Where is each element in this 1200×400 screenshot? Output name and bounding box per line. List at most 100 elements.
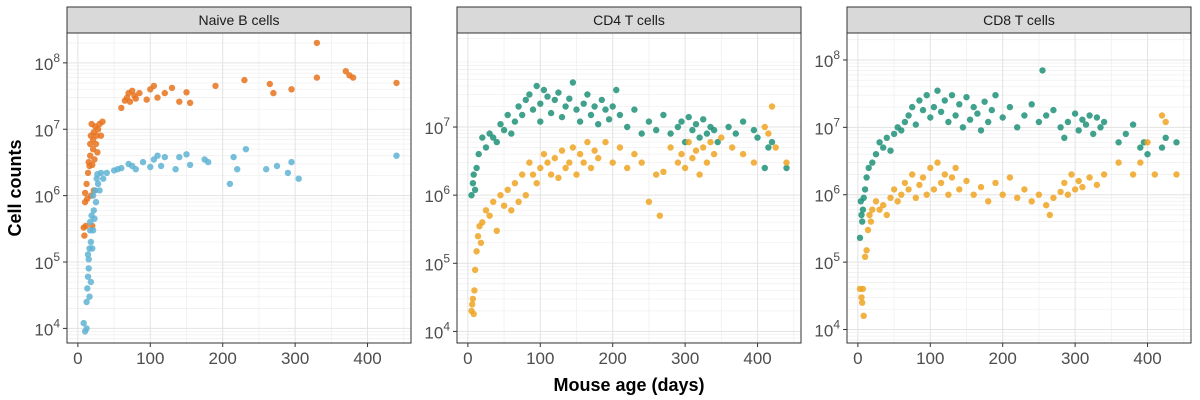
data-point [638, 159, 645, 166]
data-point [707, 138, 714, 146]
data-point [493, 227, 500, 234]
data-point [90, 207, 98, 214]
data-point [85, 265, 92, 272]
data-point [234, 166, 241, 173]
data-point [866, 211, 873, 219]
data-point [860, 194, 867, 201]
data-point [562, 164, 569, 172]
data-point [1057, 124, 1064, 131]
data-point [605, 116, 613, 123]
data-point [1097, 124, 1104, 131]
data-point [226, 180, 234, 188]
data-point [172, 166, 179, 173]
data-point [154, 94, 161, 101]
data-point [865, 164, 872, 172]
data-point [87, 152, 94, 159]
data-point [858, 211, 865, 219]
x-axis-title: Mouse age (days) [553, 375, 704, 395]
data-point [916, 97, 923, 104]
data-point [1079, 183, 1086, 191]
y-tick-label: 107 [34, 117, 60, 140]
data-point [540, 150, 548, 158]
data-point [504, 186, 511, 193]
data-point [710, 150, 718, 158]
data-point [869, 206, 876, 213]
data-point [1075, 127, 1082, 134]
data-point [470, 171, 477, 178]
data-point [703, 159, 711, 166]
y-tick-label: 106 [814, 183, 840, 206]
data-point [783, 159, 790, 166]
data-point [905, 186, 912, 193]
data-point [288, 158, 295, 166]
data-point [1021, 186, 1028, 193]
data-point [681, 164, 689, 172]
data-point [544, 159, 551, 166]
data-point [966, 116, 974, 123]
data-point [660, 111, 667, 119]
data-point [482, 144, 490, 151]
data-point [930, 103, 938, 111]
data-point [876, 139, 883, 146]
data-point [934, 159, 941, 166]
data-point [638, 130, 645, 137]
strip-background [846, 6, 1192, 34]
data-point [872, 198, 880, 205]
data-point [587, 164, 595, 172]
data-point [999, 191, 1006, 198]
data-point [295, 175, 302, 182]
data-point [573, 171, 580, 178]
data-point [667, 130, 674, 137]
series-0 [856, 67, 1180, 241]
data-point [103, 169, 111, 177]
data-point [83, 180, 90, 188]
data-point [948, 174, 956, 181]
data-point [956, 101, 963, 108]
data-point [703, 130, 711, 137]
data-point [94, 149, 101, 156]
y-tick-label: 104 [424, 319, 450, 342]
data-point [1082, 121, 1090, 128]
data-point [880, 202, 887, 209]
panel-cd8-t-cells: 0 100 200 300 400 104 105 106 107 108 CD8 T cells [814, 6, 1192, 368]
data-point [988, 106, 995, 114]
data-point [689, 126, 696, 134]
data-point [486, 212, 493, 219]
data-point [1068, 171, 1075, 178]
x-tick-label: 300 [671, 349, 699, 368]
strip-background [66, 6, 412, 34]
data-point [923, 191, 930, 198]
data-point [710, 126, 718, 134]
data-point [1050, 106, 1057, 114]
data-point [147, 163, 154, 171]
data-point [1043, 202, 1050, 209]
panel-naive-b-cells: 0 100 200 300 400 104 105 106 107 108 Naive B cell… [34, 6, 412, 368]
data-point [183, 89, 190, 96]
data-point [656, 212, 663, 219]
data-point [1122, 130, 1130, 138]
data-point [547, 109, 555, 117]
data-point [150, 82, 158, 90]
data-point [941, 171, 948, 178]
data-point [270, 89, 277, 97]
data-point [84, 169, 92, 177]
data-point [544, 93, 551, 100]
x-tick-label: 100 [136, 349, 164, 368]
data-point [86, 293, 93, 300]
data-point [94, 126, 102, 133]
data-point [937, 108, 945, 116]
data-point [547, 171, 555, 178]
data-point [471, 266, 479, 274]
data-point [288, 86, 295, 93]
data-point [927, 164, 934, 172]
data-point [883, 211, 890, 219]
data-point [718, 134, 725, 141]
data-point [859, 206, 867, 213]
y-tick-label: 105 [814, 250, 840, 273]
data-point [912, 194, 919, 201]
data-point [1173, 139, 1180, 146]
data-point [1100, 118, 1108, 126]
data-point [473, 164, 480, 172]
data-point [714, 138, 721, 146]
data-point [739, 118, 747, 125]
